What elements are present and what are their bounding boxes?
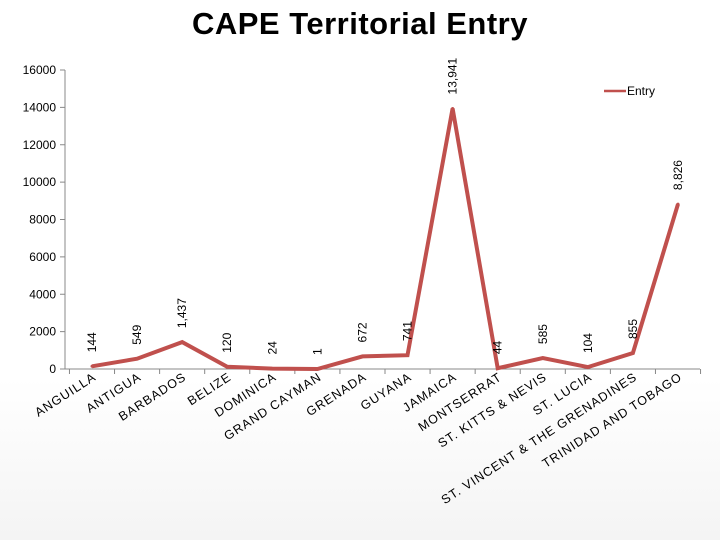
legend-label: Entry (627, 84, 655, 98)
y-tick-label: 14000 (23, 100, 57, 114)
data-point (676, 202, 680, 206)
data-point (225, 365, 229, 369)
data-label: 585 (536, 324, 550, 344)
data-label: 855 (626, 319, 640, 339)
data-label: 741 (401, 321, 415, 341)
data-point (270, 367, 274, 371)
data-label: 672 (355, 322, 369, 342)
data-point (496, 366, 500, 370)
data-point (135, 357, 139, 361)
data-point (90, 364, 94, 368)
y-axis-ticks: 0 2000 4000 6000 8000 10000 12000 14000 16000 (23, 63, 65, 376)
y-tick-label: 0 (49, 362, 56, 376)
x-axis-labels: ANGUILLAANTIGUABARBADOSBELIZEDOMINICAGRA… (32, 369, 702, 507)
series-group (91, 108, 680, 372)
page-title: CAPE Territorial Entry (191, 6, 528, 41)
data-label: 24 (265, 341, 279, 355)
data-label: 104 (581, 333, 595, 353)
data-label: 120 (220, 332, 234, 352)
y-tick-label: 16000 (23, 63, 57, 77)
y-tick-label: 8000 (29, 213, 56, 227)
data-labels: 144 549 1,437 120 24 1 672 741 13,941 44 585 104 855… (85, 57, 685, 355)
data-point (451, 106, 455, 110)
data-label: 1,437 (175, 298, 189, 328)
data-point (315, 367, 319, 371)
y-tick-label: 4000 (29, 287, 56, 301)
data-point (406, 353, 410, 357)
series-line-entry (91, 108, 680, 372)
y-tick-label: 12000 (23, 138, 57, 152)
data-label: 44 (491, 341, 505, 355)
data-point (180, 340, 184, 344)
data-label: 549 (130, 324, 144, 344)
data-label: 144 (85, 332, 99, 352)
y-tick-label: 10000 (23, 175, 57, 189)
data-point (541, 356, 545, 360)
data-label: 8,826 (671, 160, 685, 190)
data-point (586, 365, 590, 369)
data-point (360, 354, 364, 358)
data-point (631, 351, 635, 355)
chart-axes (64, 70, 700, 370)
point-group (90, 106, 680, 371)
y-tick-label: 2000 (29, 325, 56, 339)
legend: Entry (604, 84, 655, 98)
data-label: 1 (310, 348, 324, 355)
data-label: 13,941 (446, 57, 460, 94)
y-tick-label: 6000 (29, 250, 56, 264)
